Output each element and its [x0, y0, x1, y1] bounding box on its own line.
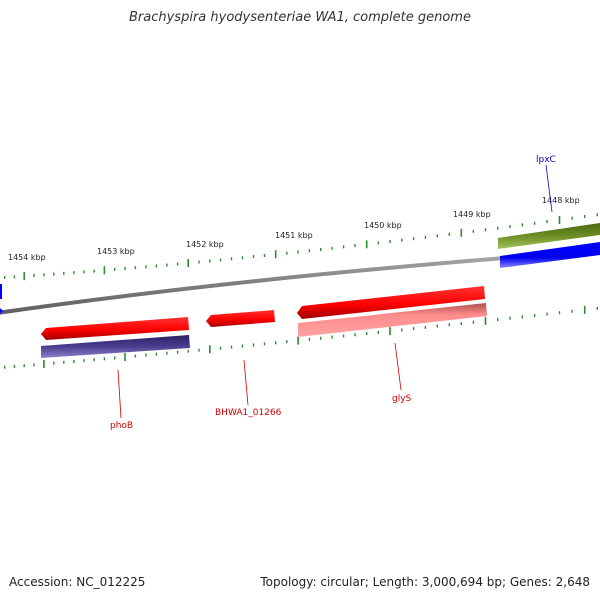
- scale-label-1450kbp: 1450 kbp: [364, 221, 402, 230]
- cds-feature-olive: [498, 223, 600, 249]
- leader-line-lpxC: [545, 164, 553, 213]
- gene-labels: phoB BHWA1_01266 glyS lpxC: [110, 155, 556, 431]
- cds-feature-blue-lpxC: [500, 242, 600, 268]
- gene-leader-lines: [117, 164, 553, 419]
- cds-feature-blue-left: [0, 284, 2, 299]
- inner-scale-ticks: [3, 305, 598, 369]
- gene-label-lpxC: lpxC: [536, 155, 556, 165]
- scale-label-1454kbp: 1454 kbp: [8, 253, 46, 262]
- scale-label-1453kbp: 1453 kbp: [97, 247, 135, 256]
- scale-label-1452kbp: 1452 kbp: [186, 240, 224, 249]
- leader-line-BHWA1-01266: [243, 359, 249, 406]
- cds-feature-blue-left-arrow: [0, 308, 3, 314]
- accession-text: Accession: NC_012225: [9, 575, 146, 589]
- cds-feature-glyS-partner: [298, 303, 487, 337]
- cds-feature-BHWA1-01266: [206, 310, 275, 327]
- outer-scale-ticks: [3, 213, 598, 281]
- gene-label-phoB: phoB: [110, 421, 133, 431]
- cds-feature-glyS: [297, 286, 485, 319]
- genome-summary-text: Topology: circular; Length: 3,000,694 bp…: [260, 575, 590, 589]
- cds-feature-phoB: [41, 317, 189, 340]
- gene-label-BHWA1-01266: BHWA1_01266: [215, 408, 282, 418]
- scale-label-1448kbp: 1448 kbp: [542, 196, 580, 205]
- leader-line-glyS: [394, 342, 402, 391]
- scale-labels: 1454 kbp 1453 kbp 1452 kbp 1451 kbp 1450…: [8, 196, 580, 262]
- map-title: Brachyspira hyodysenteriae WA1, complete…: [129, 10, 471, 25]
- leader-line-phoB: [117, 369, 122, 419]
- gene-label-glyS: glyS: [392, 394, 412, 404]
- scale-label-1449kbp: 1449 kbp: [453, 210, 491, 219]
- cds-feature-phoB-partner: [41, 335, 190, 358]
- scale-label-1451kbp: 1451 kbp: [275, 231, 313, 240]
